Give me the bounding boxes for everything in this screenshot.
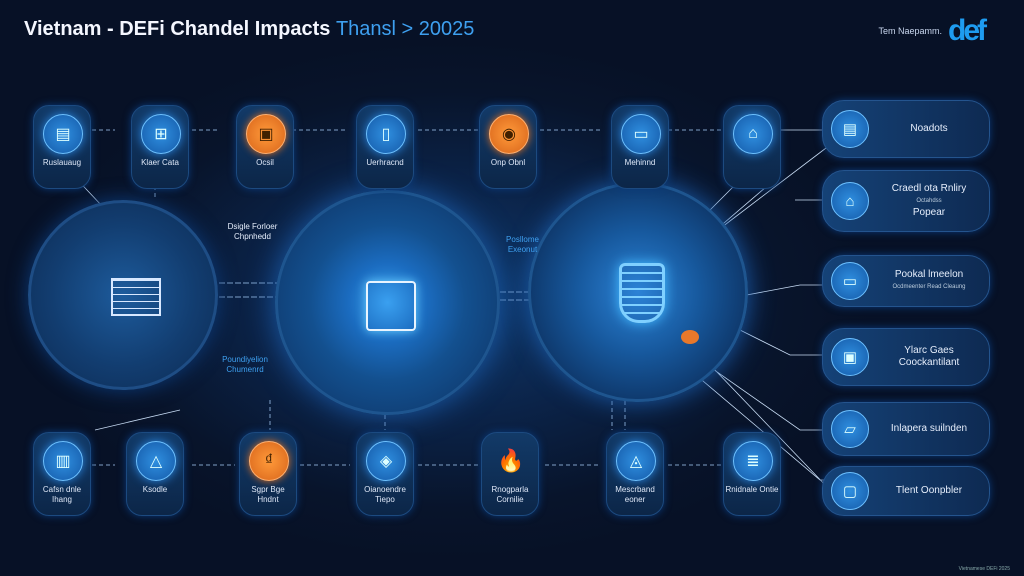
top-row-card[interactable]: ◉ Onp Obnl: [479, 105, 537, 189]
card-label: Uerhracnd: [366, 158, 404, 167]
bottom-row-card[interactable]: △ Ksodle: [126, 432, 184, 516]
top-row-card[interactable]: ▣ Ocsil: [236, 105, 294, 189]
bottom-row-card[interactable]: ≣ Rnidnale Ontie: [723, 432, 781, 516]
top-row-card[interactable]: ▭ Mehinnd: [611, 105, 669, 189]
right-card[interactable]: ▤ Noadots: [822, 100, 990, 158]
laptop-icon: ▢: [831, 472, 869, 510]
card-label: Mehinnd: [624, 158, 656, 167]
right-card-title: Inlapera suilnden: [890, 423, 968, 434]
right-card-title: Pookal lmeelon: [894, 269, 964, 280]
right-card-title: Ylarc Gaes: [904, 345, 954, 356]
right-card-title: Tlent Oonpbler: [895, 485, 963, 496]
card-label: Ocsil: [256, 158, 274, 167]
top-row-card[interactable]: ⊞ Klaer Cata: [131, 105, 189, 189]
map-icon: ◈: [366, 441, 406, 481]
title-text: Vietnam - DEFi Chandel Impacts: [24, 18, 331, 40]
ledger-icon: ▤: [43, 114, 83, 154]
document-icon: ▤: [831, 110, 869, 148]
card-label: Sgpr Bge Hndnt: [251, 485, 285, 504]
title-year: Thansl > 20025: [335, 18, 475, 40]
annotation-left-top: Dsigle Forloer Chpnhedd: [227, 222, 278, 241]
right-card[interactable]: ▭ Pookal lmeelon Ocdmeenter Read Cleaung: [822, 255, 990, 307]
card-label: Rnogparla Cornilie: [491, 485, 529, 504]
factory-icon: ⌂: [733, 114, 773, 154]
card-label: Oianoendre Tiepo: [364, 485, 406, 504]
card-label: Rnidnale Ontie: [725, 485, 779, 494]
top-row-card[interactable]: ▤ Ruslauaug: [33, 105, 91, 189]
right-card-text: Inlapera suilnden: [873, 423, 985, 435]
wallet-icon: ▣: [246, 114, 286, 154]
brand-text: Tem Naepamm.: [878, 26, 942, 36]
annotation-left-bottom: Poundiyelion Chumenrd: [222, 355, 268, 374]
hub-left: [28, 200, 218, 390]
bottom-row-card[interactable]: 🔥 Rnogparla Cornilie: [481, 432, 539, 516]
right-card[interactable]: ▣ Ylarc Gaes Coockantilant: [822, 328, 990, 386]
top-row-card[interactable]: ⌂: [723, 105, 781, 189]
monitor-icon: ▣: [831, 338, 869, 376]
card-label: Cafsn dnle Ihang: [42, 485, 82, 504]
right-card[interactable]: ▱ Inlapera suilnden: [822, 402, 990, 456]
bottom-row-card[interactable]: ◈ Oianoendre Tiepo: [356, 432, 414, 516]
brand: Tem Naepamm. def: [878, 14, 987, 48]
card-icon: ▭: [831, 262, 869, 300]
right-card-text: Tlent Oonpbler: [873, 485, 985, 497]
chart-icon: ◬: [616, 441, 656, 481]
right-card-text: Noadots: [873, 123, 985, 135]
right-card-text: Ylarc Gaes Coockantilant: [873, 345, 985, 369]
hub-center: [275, 190, 500, 415]
coin-icon: ◉: [489, 114, 529, 154]
bottom-row-card[interactable]: ₫ Sgpr Bge Hndnt: [239, 432, 297, 516]
card-label: Onp Obnl: [490, 158, 526, 167]
lock-icon: [619, 263, 665, 323]
annotation-center-right: Posllome Exeonut: [506, 235, 539, 254]
hub-right: [528, 182, 748, 402]
phone-icon: ▭: [621, 114, 661, 154]
card-label: Ruslauaug: [42, 158, 82, 167]
brand-logo: def: [948, 14, 987, 47]
footer-note: Vietnamese DEFi 2025: [958, 566, 1010, 572]
bank-icon: ⌂: [831, 182, 869, 220]
right-card-line2: Coockantilant: [898, 357, 960, 368]
card-label: Mescrband eoner: [615, 485, 655, 504]
device-icon: ▥: [43, 441, 83, 481]
hand-icon: △: [136, 441, 176, 481]
right-card-text: Pookal lmeelon Ocdmeenter Read Cleaung: [873, 269, 985, 293]
tablet-icon: ▱: [831, 410, 869, 448]
right-card-line2: Popear: [912, 207, 946, 218]
right-card[interactable]: ▢ Tlent Oonpbler: [822, 466, 990, 516]
table-icon: [111, 278, 161, 316]
right-card-text: Craedl ota Rnliry Octahdss Popear: [873, 183, 985, 219]
alert-dot-icon: [681, 330, 699, 344]
cart-icon: ⊞: [141, 114, 181, 154]
bottle-icon: ▯: [366, 114, 406, 154]
bottom-row-card[interactable]: ◬ Mescrband eoner: [606, 432, 664, 516]
right-card-title: Noadots: [910, 123, 948, 134]
right-card[interactable]: ⌂ Craedl ota Rnliry Octahdss Popear: [822, 170, 990, 232]
top-row-card[interactable]: ▯ Uerhracnd: [356, 105, 414, 189]
card-label: Klaer Cata: [141, 158, 179, 167]
flame-icon: 🔥: [497, 448, 525, 473]
page-title: Vietnam - DEFi Chandel Impacts Thansl > …: [24, 18, 474, 41]
right-card-subtitle: Ocdmeenter Read Cleaung: [892, 284, 966, 290]
bottom-row-card[interactable]: ▥ Cafsn dnle Ihang: [33, 432, 91, 516]
right-card-subtitle: Octahdss: [916, 198, 942, 204]
card-label: Ksodle: [142, 485, 168, 494]
currency-icon: ₫: [249, 441, 289, 481]
server-icon: ≣: [733, 441, 773, 481]
right-card-title: Craedl ota Rnliry: [891, 183, 967, 194]
robot-icon: [366, 281, 416, 331]
